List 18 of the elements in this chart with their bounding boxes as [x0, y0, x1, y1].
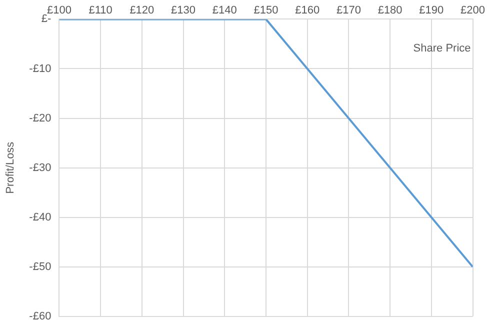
y-tick-label: -£20 — [29, 112, 52, 124]
x-tick-label: £170 — [336, 4, 361, 17]
x-tick-label: £140 — [212, 4, 237, 17]
x-tick-label: £190 — [419, 4, 444, 17]
x-tick-label: £180 — [378, 4, 402, 17]
y-tick-label: -£10 — [29, 62, 52, 75]
y-tick-label: -£60 — [29, 310, 52, 322]
x-tick-label: £160 — [295, 4, 320, 17]
x-tick-label: £120 — [130, 4, 154, 17]
x-tick-label: £150 — [254, 4, 278, 17]
x-tick-label: £200 — [460, 4, 486, 17]
y-tick-label: -£40 — [29, 211, 52, 224]
y-axis-title: Profit/Loss — [4, 141, 17, 194]
y-tick-label: -£30 — [29, 162, 52, 174]
x-tick-label: £130 — [171, 4, 196, 17]
y-tick-label: -£50 — [29, 260, 52, 273]
x-axis-title: Share Price — [413, 42, 471, 55]
x-tick-label: £110 — [88, 4, 112, 17]
